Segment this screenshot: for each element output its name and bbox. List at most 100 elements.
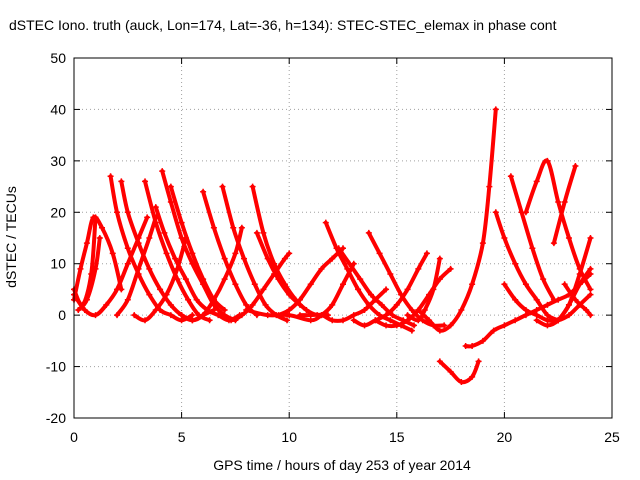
data-point-marker	[135, 265, 142, 272]
data-point-marker	[544, 301, 551, 308]
data-point-marker	[415, 307, 422, 313]
data-point-marker	[486, 183, 493, 190]
data-point-marker	[512, 260, 519, 267]
data-point-marker	[587, 235, 594, 241]
data-point-marker	[404, 317, 411, 324]
data-point-marker	[426, 317, 433, 324]
data-point-marker	[346, 260, 353, 267]
y-tick-label: -10	[46, 359, 66, 375]
data-point-marker	[107, 173, 114, 180]
data-point-marker	[189, 317, 196, 324]
data-point-marker	[361, 307, 368, 313]
data-point-marker	[404, 286, 411, 293]
data-point-marker	[75, 307, 82, 313]
data-point-marker	[260, 286, 267, 293]
data-point-marker	[241, 255, 248, 262]
data-point-marker	[264, 312, 271, 319]
data-point-marker	[555, 199, 562, 205]
data-point-marker	[238, 224, 245, 231]
data-point-marker	[561, 199, 568, 205]
data-point-marker	[83, 240, 90, 247]
data-point-marker	[411, 322, 418, 329]
data-point-marker	[185, 296, 192, 303]
data-point-marker	[372, 296, 379, 303]
data-point-marker	[436, 327, 443, 334]
data-point-marker	[200, 188, 207, 195]
data-point-marker	[307, 317, 314, 324]
data-point-marker	[152, 219, 159, 226]
x-tick-label: 0	[70, 429, 78, 445]
data-point-marker	[587, 286, 594, 293]
y-tick-label: 10	[50, 256, 66, 272]
data-point-marker	[167, 312, 174, 319]
data-point-marker	[221, 276, 228, 283]
data-point-marker	[522, 312, 529, 319]
data-point-marker	[200, 312, 207, 319]
data-point-marker	[512, 296, 519, 303]
data-point-marker	[576, 281, 583, 288]
data-point-marker	[408, 307, 415, 313]
data-point-marker	[383, 322, 390, 329]
data-point-marker	[114, 209, 121, 216]
data-point-marker	[533, 296, 540, 303]
data-point-marker	[152, 204, 159, 211]
data-point-marker	[350, 312, 357, 319]
data-point-marker	[565, 312, 572, 319]
data-point-marker	[393, 322, 400, 329]
data-point-marker	[458, 307, 465, 313]
data-point-marker	[587, 312, 594, 319]
data-point-marker	[307, 312, 314, 319]
data-point-marker	[286, 312, 293, 319]
data-point-marker	[522, 209, 529, 216]
data-point-marker	[178, 317, 185, 324]
y-tick-label: 50	[50, 50, 66, 66]
data-point-marker	[533, 317, 540, 324]
data-point-marker	[178, 219, 185, 226]
data-point-marker	[378, 301, 385, 308]
data-point-marker	[253, 229, 260, 236]
data-series-23	[366, 230, 447, 328]
data-point-marker	[322, 219, 329, 226]
data-point-marker	[275, 312, 282, 319]
data-point-marker	[286, 250, 293, 257]
data-point-marker	[329, 301, 336, 308]
data-point-marker	[475, 358, 482, 365]
data-point-marker	[576, 271, 583, 277]
data-point-marker	[501, 281, 508, 288]
data-point-marker	[271, 271, 278, 277]
data-point-marker	[167, 199, 174, 205]
data-point-marker	[221, 255, 228, 262]
data-point-marker	[540, 276, 547, 283]
data-point-marker	[281, 255, 288, 262]
data-point-marker	[387, 317, 394, 324]
data-point-marker	[146, 265, 153, 272]
data-point-marker	[232, 281, 239, 288]
data-point-marker	[161, 229, 168, 236]
data-series-group	[71, 106, 594, 385]
data-point-marker	[583, 307, 590, 313]
data-point-marker	[217, 312, 224, 319]
x-tick-label: 5	[178, 429, 186, 445]
data-point-marker	[522, 281, 529, 288]
axis-ticks: 0 5 10 15 20 25 -20 -10 0 10 20 30 40 50	[46, 50, 620, 445]
data-point-marker	[142, 178, 149, 185]
data-point-marker	[415, 317, 422, 324]
data-point-marker	[103, 301, 110, 308]
data-point-marker	[178, 312, 185, 319]
data-point-marker	[159, 168, 166, 175]
data-point-marker	[340, 281, 346, 288]
data-point-marker	[492, 106, 499, 113]
data-point-marker	[469, 281, 476, 288]
data-point-marker	[243, 307, 250, 313]
data-point-marker	[296, 296, 303, 303]
y-tick-label: -20	[46, 410, 66, 426]
data-point-marker	[522, 307, 529, 313]
data-point-marker	[383, 312, 390, 319]
data-point-marker	[544, 312, 551, 319]
data-point-marker	[318, 312, 325, 319]
data-point-marker	[114, 286, 121, 293]
data-point-marker	[189, 312, 196, 319]
data-point-marker	[210, 296, 217, 303]
data-point-marker	[501, 235, 508, 241]
